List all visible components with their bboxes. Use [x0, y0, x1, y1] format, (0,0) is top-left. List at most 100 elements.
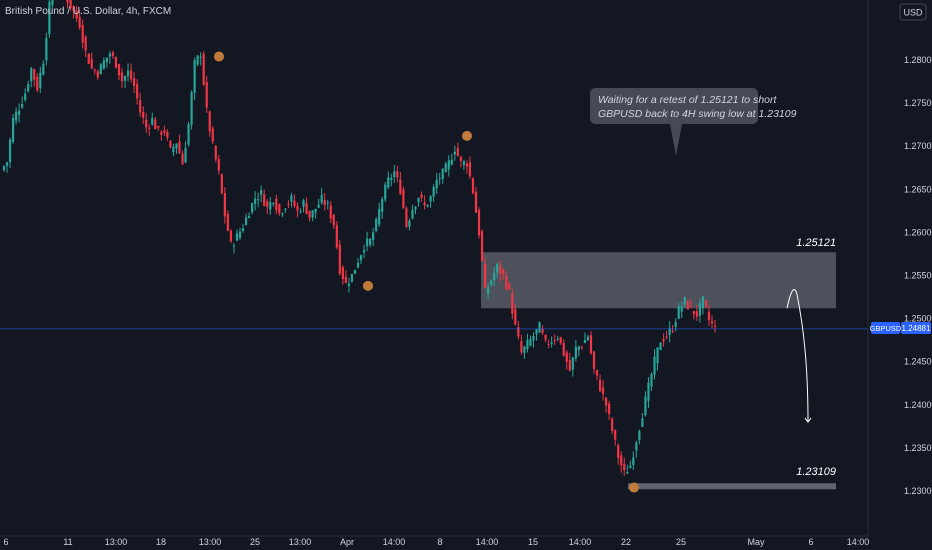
candle	[378, 202, 381, 228]
candle	[595, 369, 599, 381]
candle	[605, 396, 608, 413]
candle	[199, 52, 202, 66]
candle	[456, 142, 459, 157]
candle	[202, 51, 205, 86]
candle	[169, 140, 172, 149]
candle	[238, 227, 242, 241]
candle	[51, 0, 54, 9]
candle	[662, 333, 665, 347]
candle	[499, 260, 502, 282]
candle	[502, 268, 505, 280]
candle	[293, 194, 296, 209]
candle	[550, 336, 553, 348]
candle	[571, 356, 574, 377]
candle	[272, 202, 275, 207]
candle	[359, 254, 363, 264]
candle	[81, 19, 84, 49]
candle	[408, 218, 411, 231]
candle	[480, 229, 484, 263]
candle	[117, 63, 121, 80]
candle	[160, 130, 163, 141]
candle	[390, 173, 393, 187]
candle	[96, 69, 99, 80]
y-tick-label: 1.27000	[904, 141, 932, 151]
candle	[281, 212, 284, 218]
y-tick-label: 1.25000	[904, 314, 932, 324]
x-tick-label: 8	[437, 537, 442, 547]
candle	[254, 191, 257, 211]
x-tick-label: May	[747, 537, 765, 547]
candle	[5, 161, 9, 173]
candle	[444, 161, 447, 173]
candle	[620, 450, 623, 473]
swing-point-marker[interactable]	[214, 51, 224, 62]
y-tick-label: 1.25500	[904, 271, 932, 281]
candle	[45, 32, 48, 66]
candle	[626, 464, 629, 474]
candle	[251, 202, 254, 215]
candle	[175, 143, 178, 155]
candle	[411, 204, 414, 220]
candle	[326, 199, 329, 210]
candle	[190, 90, 193, 130]
x-tick-label: 13:00	[105, 537, 128, 547]
candle	[399, 171, 402, 195]
support-zone[interactable]	[628, 483, 836, 490]
candle	[698, 299, 701, 323]
candle	[284, 208, 287, 213]
candle	[396, 165, 399, 182]
candle	[689, 299, 692, 308]
annotation-callout[interactable]: Waiting for a retest of 1.25121 to short…	[590, 88, 797, 156]
candle	[583, 332, 587, 344]
swing-point-marker[interactable]	[363, 280, 373, 291]
candle	[166, 129, 169, 141]
annotation-line-1: Waiting for a retest of 1.25121 to short	[598, 94, 777, 106]
x-tick-label: 18	[156, 537, 166, 547]
candle	[641, 413, 644, 428]
annotation-text: Waiting for a retest of 1.25121 to short…	[598, 94, 797, 120]
candle	[393, 165, 396, 183]
annotation-bubble	[590, 88, 758, 156]
candle	[517, 321, 520, 340]
swing-point-marker[interactable]	[462, 130, 472, 141]
candle	[126, 63, 130, 82]
candle	[526, 333, 529, 353]
candle	[187, 121, 190, 147]
candle	[414, 205, 417, 215]
annotation-line-2: GBPUSD back to 4H swing low at 1.23109	[598, 108, 797, 120]
candle	[468, 156, 472, 179]
candle	[544, 334, 547, 343]
candle	[490, 279, 493, 287]
candle	[269, 196, 272, 215]
y-tick-label: 1.26000	[904, 227, 932, 237]
currency-button[interactable]	[899, 3, 927, 21]
resistance-zone[interactable]	[481, 252, 836, 309]
projection-path[interactable]	[786, 289, 809, 423]
candle	[341, 265, 344, 285]
y-tick-label: 1.23500	[904, 443, 932, 453]
candle	[668, 321, 671, 343]
candle	[601, 380, 605, 401]
candle	[375, 217, 378, 233]
candle	[163, 125, 166, 136]
swing-point-marker[interactable]	[629, 482, 639, 493]
candle	[511, 288, 514, 320]
x-tick-label: 25	[250, 537, 260, 547]
candle	[520, 334, 523, 355]
x-tick-label: 11	[63, 537, 72, 547]
candle	[69, 0, 72, 11]
candle	[598, 374, 602, 393]
support-level-label: 1.23109	[796, 466, 836, 478]
candle	[362, 244, 366, 258]
candle	[235, 229, 239, 242]
candle	[205, 75, 208, 113]
candle	[332, 214, 335, 229]
candle	[547, 339, 550, 349]
candle	[139, 92, 142, 117]
candle	[647, 377, 650, 408]
candle	[93, 67, 96, 75]
candle	[33, 68, 36, 87]
candle	[426, 204, 429, 208]
candle	[650, 372, 653, 391]
